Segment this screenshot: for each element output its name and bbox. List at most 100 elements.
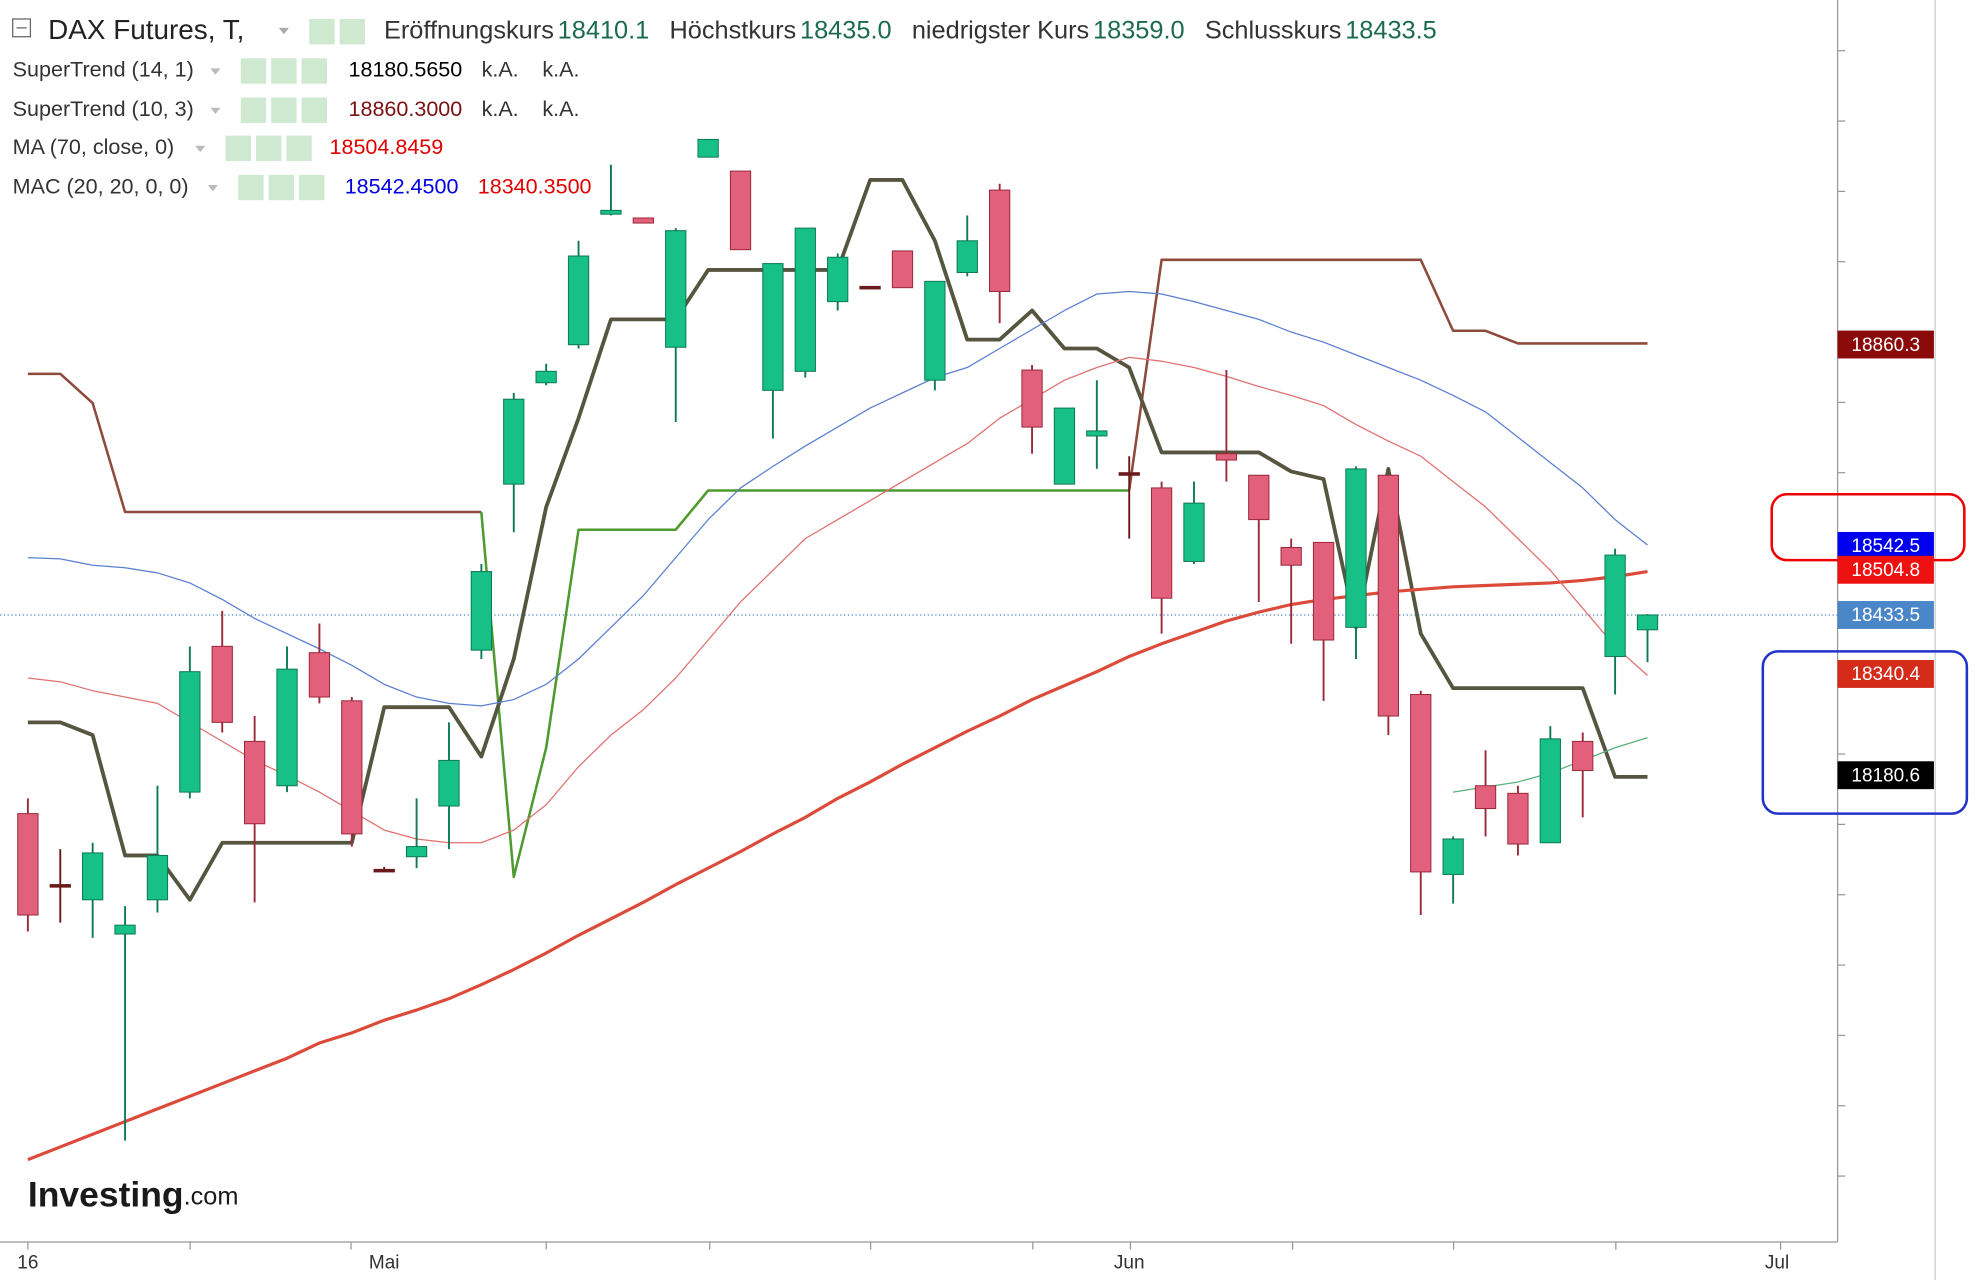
dropdown[interactable] [278, 27, 289, 35]
candle-body [1345, 468, 1367, 628]
indicator-icon[interactable] [271, 97, 297, 123]
ohlc-value: 18435.0 [800, 16, 892, 44]
x-tick-label: 16 [17, 1253, 38, 1274]
indicator-line [27, 356, 1648, 844]
instrument-title: DAX Futures, T, [48, 14, 244, 45]
indicator-value: 18340.3500 [478, 174, 592, 198]
indicator-icon[interactable] [240, 97, 267, 123]
ohlc-label: niedrigster Kurs [912, 16, 1089, 44]
price-label-box [1837, 531, 1934, 560]
candle-body [567, 255, 590, 346]
candle-body [1280, 546, 1302, 566]
icon-settings[interactable] [339, 19, 365, 45]
candle-body [373, 868, 395, 873]
price-label: 18542.5 [1851, 536, 1920, 557]
collapse-button[interactable] [12, 18, 32, 38]
ohlc-value: 18359.0 [1093, 16, 1185, 44]
candle-body [1636, 614, 1659, 631]
candle-body [1507, 792, 1529, 845]
candle-body [17, 813, 39, 916]
candle-body [891, 250, 914, 289]
candle-body [1150, 487, 1173, 599]
candle-body [1410, 693, 1432, 873]
indicator-icon[interactable] [268, 174, 295, 201]
price-label-box [1837, 601, 1934, 629]
candle-body [503, 398, 525, 485]
candle-body [827, 256, 849, 303]
indicator-icon[interactable] [255, 135, 282, 161]
candle-body [49, 884, 71, 888]
watermark: Investing.com [28, 1175, 239, 1215]
x-tick-label: Mai [369, 1253, 400, 1274]
indicator-line [27, 290, 1648, 707]
indicator-value: k.A. [542, 58, 579, 82]
candle-body [1183, 502, 1205, 562]
ohlc-label: Schlusskurs [1205, 16, 1342, 44]
candle-body [243, 740, 266, 825]
highlight-blue [1761, 650, 1969, 815]
indicator-value: k.A. [482, 58, 519, 82]
indicator-value: 18504.8459 [330, 135, 444, 159]
indicator-icon[interactable] [240, 58, 267, 84]
watermark-main: Investing [28, 1175, 184, 1215]
dropdown[interactable] [195, 145, 206, 153]
candle-body [1021, 369, 1043, 428]
ohlc-readout: Eröffnungskurs 18410.1 Höchstkurs 18435.0 ni… [384, 16, 1437, 44]
candle-body [1442, 838, 1464, 875]
candle-body [211, 645, 233, 723]
candle-body [1377, 474, 1400, 717]
indicator-line [480, 489, 1130, 879]
ohlc-label: Höchstkurs [670, 16, 797, 44]
header: DAX Futures, T, Eröffnungskurs 18410.1 Höc… [12, 14, 1437, 45]
price-label: 18433.5 [1851, 605, 1920, 626]
plot-area [0, 138, 1838, 1162]
indicator-icon[interactable] [301, 58, 327, 84]
indicator-icon[interactable] [238, 174, 264, 201]
indicator-icon[interactable] [271, 58, 297, 84]
icon-eye[interactable] [309, 19, 335, 45]
indicator-value: k.A. [482, 97, 519, 121]
indicator-line [27, 569, 1648, 1162]
candle-body [665, 230, 687, 348]
candle-body [405, 846, 428, 858]
indicator-name: MAC (20, 20, 0, 0) [13, 174, 189, 198]
candle-body [1604, 554, 1626, 657]
indicator-value: 18180.5650 [349, 58, 463, 82]
watermark-suffix: .com [184, 1182, 239, 1210]
price-label: 18340.4 [1851, 664, 1920, 685]
candle-body [1248, 474, 1270, 521]
indicator-value: 18542.4500 [345, 174, 459, 198]
candle-body [1118, 472, 1140, 476]
candle-body [1053, 407, 1076, 485]
dropdown[interactable] [207, 185, 218, 192]
candle-body [1539, 738, 1561, 844]
indicator-icon[interactable] [299, 174, 325, 201]
price-label: 18504.8 [1851, 560, 1920, 581]
x-tick-label: Jun [1114, 1253, 1145, 1274]
price-label-box [1837, 330, 1934, 359]
price-label-box [1837, 555, 1934, 584]
indicator-line [27, 258, 1648, 514]
candle-body [438, 759, 460, 807]
indicator-icon[interactable] [286, 135, 312, 161]
indicator-icon[interactable] [301, 97, 327, 123]
price-label: 18860.3 [1851, 335, 1920, 356]
dropdown[interactable] [210, 107, 221, 115]
ohlc-value: 18433.5 [1345, 16, 1437, 44]
price-label-box [1837, 761, 1934, 790]
candle-body [729, 170, 752, 251]
candle-body [1086, 430, 1108, 437]
candle-body [1572, 740, 1594, 772]
candle-body [535, 370, 557, 384]
candle-body [1474, 785, 1497, 810]
dropdown[interactable] [210, 68, 221, 75]
candle-body [82, 852, 104, 901]
candle-body [470, 571, 493, 651]
indicator-icon[interactable] [225, 135, 251, 161]
indicator-value: 18860.3000 [349, 97, 463, 121]
candle-body [1215, 453, 1238, 461]
x-tick-label: Jul [1765, 1253, 1789, 1274]
indicator-name: SuperTrend (10, 3) [13, 97, 194, 121]
